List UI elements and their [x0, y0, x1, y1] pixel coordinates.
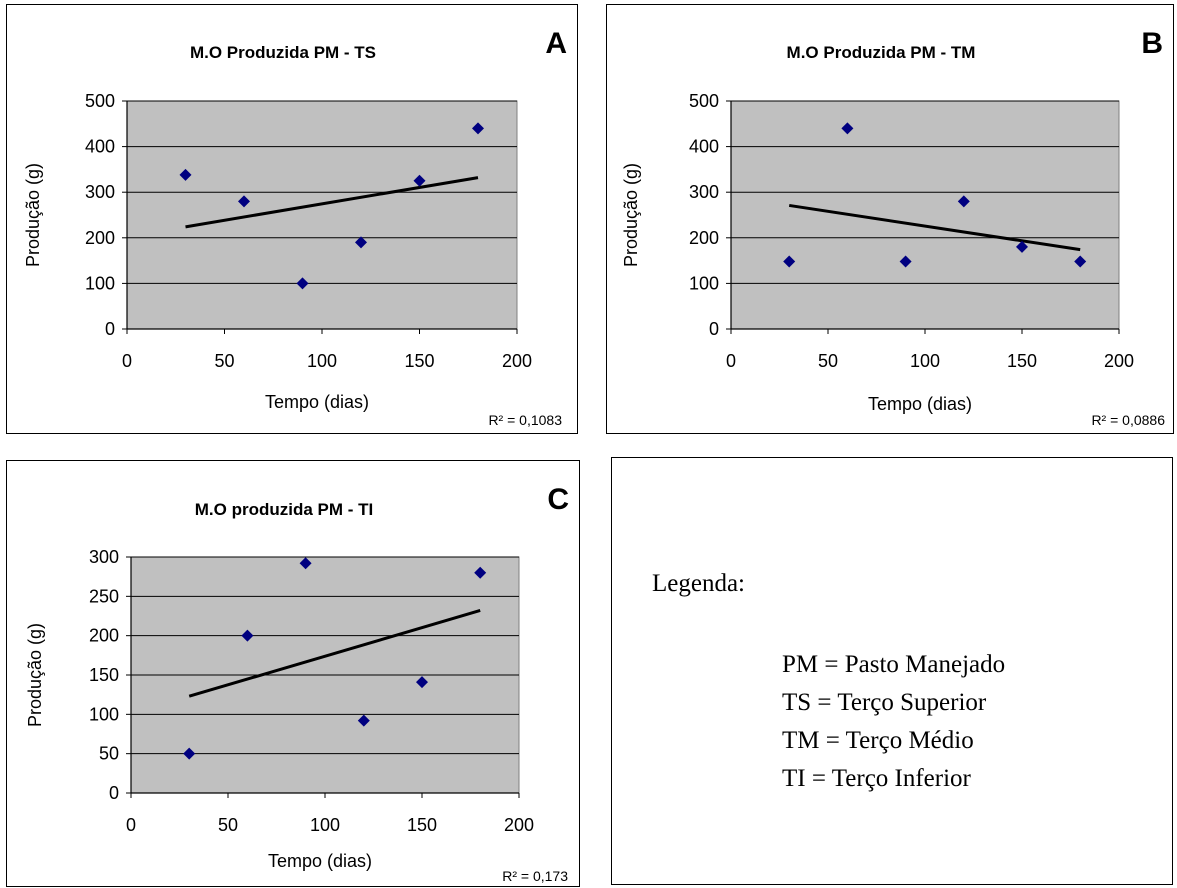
plot-area	[730, 100, 1120, 330]
data-point	[1074, 255, 1087, 268]
data-point	[241, 629, 254, 642]
y-tick-label: 300	[85, 182, 115, 202]
x-tick-label: 0	[122, 351, 132, 371]
x-tick-label: 50	[818, 351, 838, 371]
legend-item-pm: PM = Pasto Manejado	[782, 651, 1006, 678]
trendline	[788, 203, 1081, 252]
y-tick-label: 100	[85, 273, 115, 293]
x-tick-label: 150	[1007, 351, 1037, 371]
data-point	[179, 168, 192, 181]
chart-svg: M.O Produzida PM - TM B 0 100 200 300 400 500 0 5…	[621, 27, 1165, 428]
y-tick-label: 200	[85, 228, 115, 248]
x-tick-label: 50	[218, 815, 238, 835]
y-tick-label: 150	[89, 665, 119, 685]
x-axis-label: Tempo (dias)	[265, 392, 369, 412]
legend-heading: Legenda:	[652, 570, 746, 597]
data-point	[899, 255, 912, 268]
r-squared-label: R² = 0,173	[502, 868, 568, 884]
y-tick-label: 50	[99, 744, 119, 764]
data-point	[355, 236, 367, 249]
y-tick-label: 100	[89, 704, 119, 724]
x-tick-label: 100	[910, 351, 940, 371]
y-tick-label: 300	[89, 547, 119, 567]
trendline	[188, 609, 481, 698]
data-point	[416, 676, 428, 689]
plot-area	[126, 100, 518, 330]
data-point	[296, 277, 309, 290]
r-squared-label: R² = 0,0886	[1091, 412, 1165, 428]
y-tick-label: 300	[689, 182, 719, 202]
y-tick-label: 0	[109, 783, 119, 803]
x-tick-label: 200	[502, 351, 532, 371]
panel-letter: A	[545, 27, 567, 60]
chart-title: M.O Produzida PM - TM	[787, 43, 976, 62]
y-tick-label: 200	[689, 228, 719, 248]
x-tick-label: 50	[214, 351, 234, 371]
data-point	[783, 255, 796, 268]
y-tick-label: 500	[85, 91, 115, 111]
panel-letter: B	[1141, 27, 1163, 60]
y-tick-label: 200	[89, 626, 119, 646]
y-axis-label: Produção (g)	[621, 163, 641, 267]
y-tick-label: 0	[105, 319, 115, 339]
chart-title: M.O produzida PM - TI	[195, 500, 373, 519]
legend-item-ts: TS = Terço Superior	[782, 689, 987, 716]
chart-title: M.O Produzida PM - TS	[190, 43, 376, 62]
legend-item-tm: TM = Terço Médio	[782, 727, 974, 754]
data-point	[1016, 240, 1028, 253]
panel-letter: C	[547, 483, 569, 516]
chart-svg: M.O produzida PM - TI C 0 50 100 150 200 250 300…	[25, 483, 569, 884]
legend-item-ti: TI = Terço Inferior	[782, 765, 971, 792]
data-point	[238, 195, 250, 208]
y-axis-label: Produção (g)	[23, 163, 43, 267]
data-point	[183, 747, 196, 760]
legend-box: Legenda: PM = Pasto Manejado TS = Terço …	[611, 457, 1173, 885]
x-tick-label: 200	[504, 815, 534, 835]
y-tick-label: 100	[689, 273, 719, 293]
y-axis-label: Produção (g)	[25, 623, 45, 727]
y-tick-label: 500	[689, 91, 719, 111]
data-point	[413, 174, 426, 187]
x-axis-label: Tempo (dias)	[868, 394, 972, 414]
x-tick-label: 100	[307, 351, 337, 371]
trendline	[185, 176, 479, 229]
chart-panel-b: M.O Produzida PM - TM B 0 100 200 300 400 500 0 5…	[606, 4, 1174, 434]
x-axis-label: Tempo (dias)	[268, 851, 372, 871]
x-tick-label: 150	[407, 815, 437, 835]
x-tick-label: 0	[726, 351, 736, 371]
r-squared-label: R² = 0,1083	[488, 412, 562, 428]
x-tick-label: 0	[126, 815, 136, 835]
legend-list: PM = Pasto Manejado TS = Terço Superior …	[782, 646, 1005, 798]
y-tick-label: 400	[689, 137, 719, 157]
x-tick-label: 200	[1104, 351, 1134, 371]
data-point	[474, 566, 487, 579]
chart-panel-c: M.O produzida PM - TI C 0 50 100 150 200 250 300…	[6, 460, 580, 887]
data-point	[299, 557, 312, 570]
x-tick-label: 150	[404, 351, 434, 371]
y-tick-label: 250	[89, 586, 119, 606]
chart-svg: M.O Produzida PM - TS A 0 100 200 300 400 500 0 5…	[23, 27, 567, 428]
data-point	[957, 195, 970, 208]
data-point	[472, 122, 484, 135]
data-point	[357, 714, 370, 727]
x-tick-label: 100	[310, 815, 340, 835]
y-tick-label: 0	[709, 319, 719, 339]
data-point	[841, 122, 854, 135]
chart-panel-a: M.O Produzida PM - TS A 0 100 200 300 400 500 0 5…	[6, 4, 578, 434]
y-tick-label: 400	[85, 137, 115, 157]
